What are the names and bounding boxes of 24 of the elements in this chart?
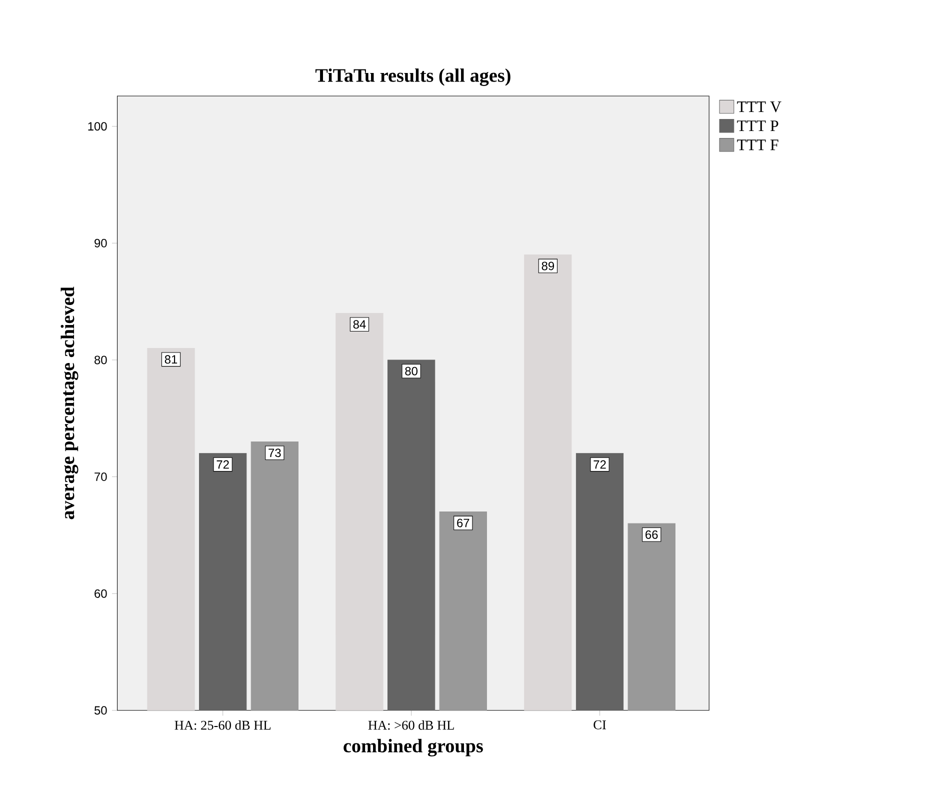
legend-label: TTT P	[737, 120, 778, 132]
x-tick-label: HA: 25-60 dB HL	[174, 720, 271, 730]
y-tick-label: 90	[94, 239, 107, 248]
data-label: 73	[268, 448, 281, 458]
x-tick-label: HA: >60 dB HL	[368, 720, 454, 730]
data-label: 80	[405, 366, 418, 376]
y-tick-label: 70	[94, 472, 107, 482]
data-label: 89	[542, 262, 554, 270]
y-axis-title: average percentage achieved	[60, 286, 78, 520]
data-label: 84	[353, 320, 366, 329]
data-label: 72	[594, 460, 606, 469]
legend-label: TTT F	[737, 140, 778, 150]
data-label: 72	[216, 460, 229, 469]
chart-title: TiTaTu results (all ages)	[315, 68, 510, 86]
data-label: 67	[457, 518, 470, 528]
y-tick-label: 100	[88, 122, 107, 131]
data-label: 66	[646, 530, 658, 540]
legend-label: TTT V	[737, 102, 782, 112]
x-tick-label: CI	[594, 720, 606, 730]
y-tick-label: 50	[94, 706, 107, 715]
y-tick-label: 60	[94, 589, 107, 598]
data-label: 81	[164, 355, 178, 364]
x-axis-title: combined groups	[344, 739, 483, 757]
y-tick-label: 80	[94, 356, 107, 364]
